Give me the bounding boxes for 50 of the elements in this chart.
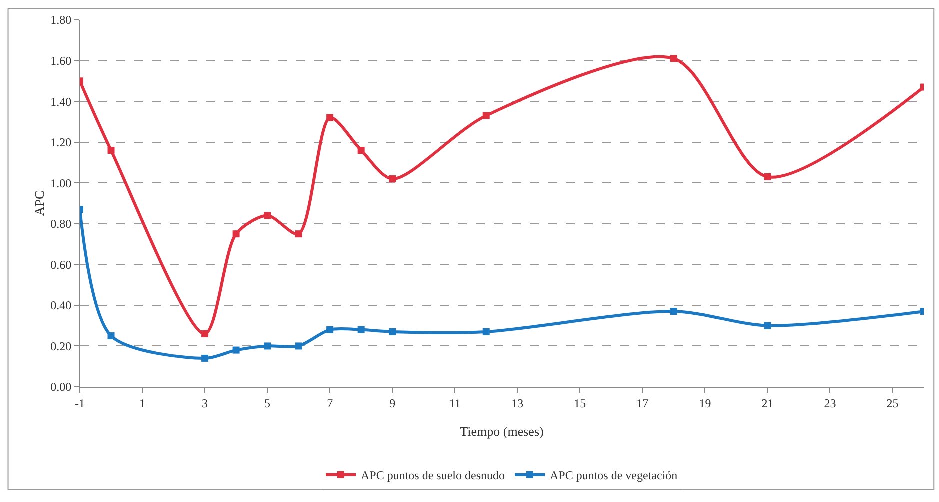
point	[232, 346, 240, 354]
point	[202, 354, 209, 362]
point	[389, 176, 396, 183]
y-tick-label: 0.60	[50, 258, 72, 272]
point	[326, 326, 334, 334]
x-tick-label: 17	[636, 396, 649, 410]
y-tick-label: 0.00	[50, 380, 72, 394]
point	[670, 55, 678, 62]
point	[232, 230, 240, 238]
point	[295, 230, 302, 238]
x-tick-label: 3	[202, 396, 208, 410]
legend-label: APC puntos de vegetación	[550, 468, 678, 483]
point	[482, 328, 490, 336]
x-tick-label: 15	[574, 396, 586, 410]
x-tick-label: 19	[699, 396, 712, 410]
y-tick-label: 1.40	[50, 94, 72, 109]
x-tick-label: 11	[449, 396, 461, 410]
point	[326, 114, 334, 122]
point	[264, 212, 272, 220]
x-tick-label: 13	[512, 396, 524, 410]
y-axis-title: APC	[32, 190, 47, 216]
x-tick-label: 25	[886, 396, 899, 410]
y-tick-label: 1.60	[50, 54, 72, 68]
x-tick-label: 1	[140, 396, 146, 410]
point	[764, 322, 772, 330]
point	[108, 146, 115, 154]
x-tick-label: 7	[327, 396, 334, 410]
y-tick-label: 0.20	[50, 339, 72, 354]
point	[670, 308, 678, 316]
x-axis-title: Tiempo (meses)	[460, 424, 544, 439]
point	[389, 328, 396, 336]
x-tick-label: 23	[824, 396, 836, 410]
point	[358, 326, 365, 334]
point	[108, 332, 115, 340]
x-tick-label: 9	[390, 396, 396, 410]
point	[264, 342, 272, 350]
y-tick-label: 1.80	[50, 13, 72, 28]
point	[295, 342, 302, 350]
x-tick-label: 21	[762, 396, 774, 410]
y-tick-label: 1.00	[50, 176, 72, 190]
x-tick-label: 5	[264, 396, 271, 410]
point	[482, 112, 490, 120]
y-tick-label: 0.80	[50, 217, 72, 232]
y-tick-label: 0.40	[50, 298, 72, 313]
point	[202, 330, 209, 338]
point	[764, 173, 772, 180]
legend-label: APC puntos de suelo desnudo	[361, 468, 505, 483]
x-tick-label: -1	[75, 396, 85, 410]
y-tick-label: 1.20	[50, 136, 72, 150]
point	[358, 146, 365, 154]
